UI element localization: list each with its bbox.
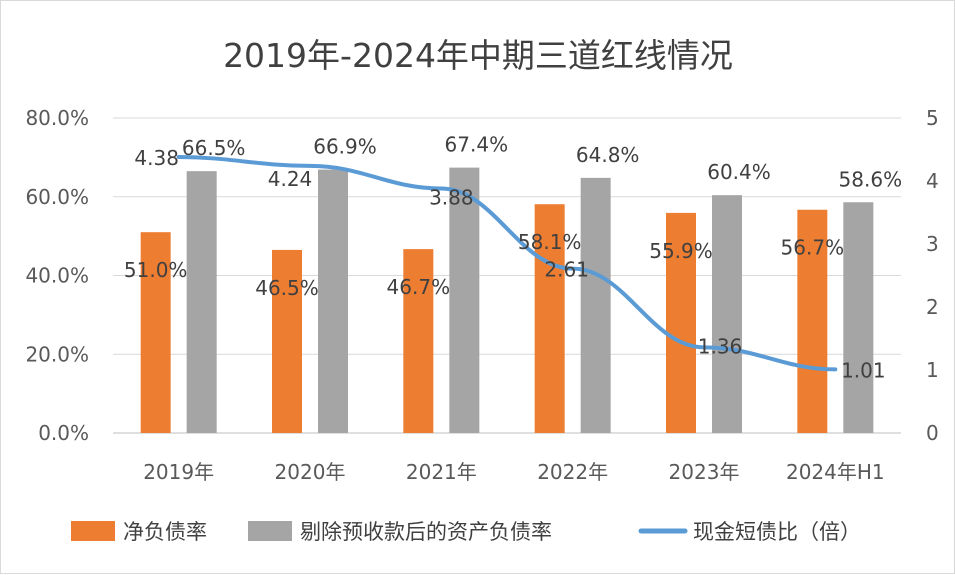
bar-asset-liability: [318, 169, 348, 434]
data-label-net-debt: 51.0%: [124, 258, 188, 282]
data-label-net-debt: 56.7%: [781, 236, 845, 260]
y-right-tick-label: 2: [926, 295, 939, 319]
data-label-cash-ratio: 3.88: [429, 186, 474, 210]
y-right-tick-label: 1: [926, 358, 939, 382]
bar-asset-liability: [186, 171, 217, 433]
data-label-asset-liability: 60.4%: [707, 160, 771, 184]
data-label-net-debt: 55.9%: [649, 239, 713, 263]
y-left-tick-label: 0.0%: [38, 421, 89, 445]
legend: 净负债率 剔除预收款后的资产负债率 现金短债比（倍）: [71, 520, 861, 544]
gridlines: [113, 117, 901, 434]
data-label-net-debt: 46.5%: [255, 276, 319, 300]
data-label-net-debt: 58.1%: [518, 230, 582, 254]
data-label-asset-liability: 66.5%: [182, 136, 246, 160]
chart-title: 2019年-2024年中期三道红线情况: [223, 36, 733, 75]
legend-swatch-net-debt: [71, 521, 115, 541]
data-label-asset-liability: 66.9%: [313, 135, 377, 159]
y-left-tick-label: 60.0%: [25, 185, 89, 209]
x-tick-label: 2022年: [537, 460, 608, 484]
data-label-net-debt: 46.7%: [387, 275, 451, 299]
x-tick-label: 2020年: [275, 460, 346, 484]
y-right-tick-label: 4: [926, 169, 939, 193]
legend-label-asset-liability: 剔除预收款后的资产负债率: [300, 520, 552, 544]
y-right-tick-label: 3: [926, 232, 939, 256]
line-series: [176, 155, 838, 372]
x-tick-label: 2019年: [143, 460, 214, 484]
bar-net-debt: [797, 209, 828, 433]
data-label-cash-ratio: 4.38: [134, 146, 179, 170]
bar-asset-liability: [580, 177, 611, 433]
data-label-cash-ratio: 1.01: [841, 358, 886, 382]
bar-asset-liability: [843, 202, 874, 433]
data-label-cash-ratio: 1.36: [698, 334, 743, 358]
y-axis-right: 0 1 2 3 4 5: [926, 106, 939, 445]
y-right-tick-label: 5: [926, 106, 939, 130]
legend-swatch-asset-liability: [248, 521, 292, 541]
bar-net-debt: [140, 232, 171, 433]
bar-net-debt: [666, 212, 696, 433]
y-left-tick-label: 40.0%: [25, 264, 89, 288]
y-axis-left: 0.0% 20.0% 40.0% 60.0% 80.0%: [25, 106, 89, 445]
data-label-asset-liability: 58.6%: [839, 167, 903, 191]
x-tick-label: 2023年: [669, 460, 740, 484]
data-label-asset-liability: 67.4%: [445, 133, 509, 157]
bar-net-debt: [534, 204, 565, 433]
legend-label-net-debt: 净负债率: [123, 520, 207, 544]
data-label-cash-ratio: 2.61: [544, 258, 589, 282]
data-label-cash-ratio: 4.24: [268, 167, 313, 191]
bar-net-debt: [403, 249, 434, 433]
legend-label-cash-ratio: 现金短债比（倍）: [693, 520, 861, 544]
bar-asset-liability: [449, 167, 480, 434]
y-right-tick-label: 0: [926, 421, 939, 445]
y-left-tick-label: 20.0%: [25, 342, 89, 366]
bar-series: [140, 167, 874, 434]
x-tick-label: 2024年H1: [786, 460, 885, 484]
bar-asset-liability: [712, 195, 742, 433]
x-axis: 2019年 2020年 2021年 2022年 2023年 2024年H1: [143, 460, 884, 484]
data-labels: 51.0% 46.5% 46.7% 58.1% 55.9% 56.7% 66.5% 66.9%…: [124, 133, 902, 383]
bar-net-debt: [272, 249, 302, 433]
x-tick-label: 2021年: [406, 460, 477, 484]
line-cash-ratio: [176, 155, 838, 372]
data-label-asset-liability: 64.8%: [576, 143, 640, 167]
y-left-tick-label: 80.0%: [25, 106, 89, 130]
